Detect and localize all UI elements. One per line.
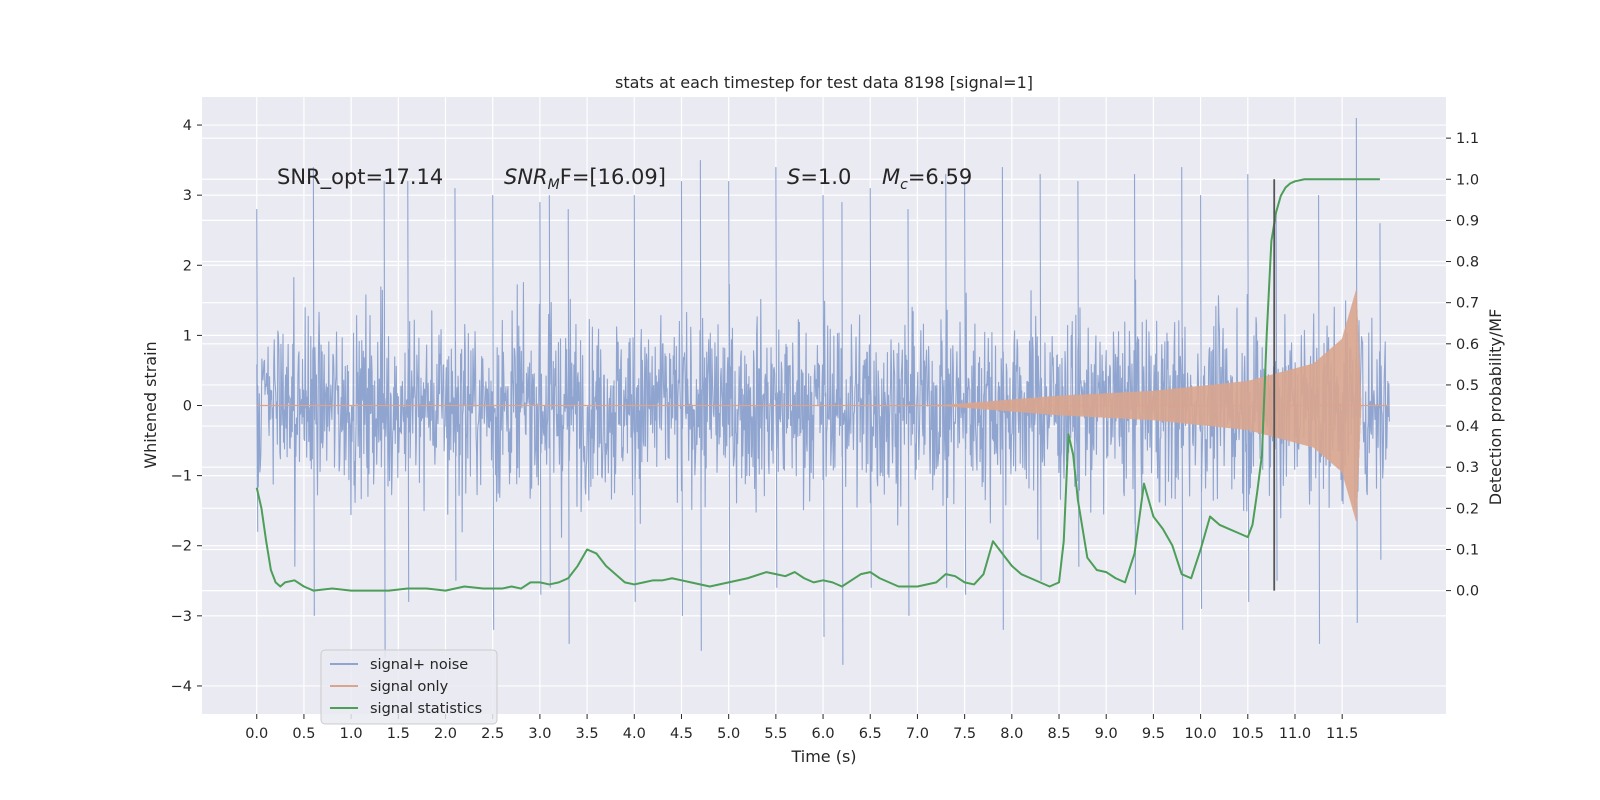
x-axis-label: Time (s) [790, 747, 856, 766]
y-tick-label: 1 [183, 328, 192, 344]
y-right-tick-label: 0.6 [1456, 337, 1479, 353]
x-tick-label: 5.0 [717, 726, 740, 742]
y-right-axis-label: Detection probability/MF [1486, 309, 1505, 506]
y-right-tick-label: 0.3 [1456, 460, 1479, 476]
x-tick-label: 3.0 [528, 726, 551, 742]
signal-only-line [936, 290, 1362, 522]
x-tick-label: 8.5 [1047, 726, 1070, 742]
x-tick-label: 7.5 [953, 726, 976, 742]
x-tick-label: 11.5 [1326, 726, 1358, 742]
signal-statistics-line [255, 178, 1380, 592]
x-tick-label: 4.5 [670, 726, 693, 742]
x-tick-label: 2.0 [434, 726, 457, 742]
y-right-tick-label: 0.2 [1456, 501, 1479, 517]
y-right-tick-label: 1.0 [1456, 172, 1479, 188]
x-tick-label: 8.0 [1000, 726, 1023, 742]
annotation-mc-symbol: M [882, 165, 900, 189]
x-tick-label: 0.5 [292, 726, 315, 742]
y-tick-label: −3 [171, 609, 192, 625]
y-tick-label: 3 [183, 188, 192, 204]
x-tick-label: 6.0 [812, 726, 835, 742]
annotation-snr-mf-subscript: M [548, 177, 560, 193]
annotation-mc: Mc=6.59 [882, 165, 972, 193]
annotation-mc-subscript: c [900, 177, 908, 193]
legend-box [320, 649, 498, 725]
annotation-snr-opt: SNR_opt=17.14 [277, 165, 443, 190]
annotation-s-value: =1.0 [800, 165, 851, 189]
legend-label-signal-plus-noise: signal+ noise [370, 657, 468, 673]
x-tick-label: 1.0 [340, 726, 363, 742]
x-tick-label: 10.5 [1232, 726, 1264, 742]
y-right-tick-label: 0.7 [1456, 296, 1479, 312]
x-tick-label: 6.5 [859, 726, 882, 742]
y-tick-label: 2 [183, 258, 192, 274]
y-axis-ticks: 4 3 2 1 0 −1 −2 −3 −4 [171, 118, 202, 695]
y-right-tick-label: 0.1 [1456, 542, 1479, 558]
y-tick-label: −4 [171, 679, 192, 695]
x-tick-label: 4.0 [623, 726, 646, 742]
y-right-tick-label: 0.8 [1456, 255, 1479, 271]
y-right-tick-label: 1.1 [1456, 131, 1479, 147]
y-tick-label: 0 [183, 399, 192, 415]
legend-label-signal-only: signal only [370, 679, 449, 695]
y-right-tick-label: 0.9 [1456, 213, 1479, 229]
series-signal-statistics [255, 178, 1380, 592]
legend: signal+ noise signal only signal statist… [320, 649, 498, 725]
series-signal-only [256, 290, 1390, 522]
y-tick-label: −2 [171, 539, 192, 555]
y-tick-label: −1 [171, 469, 192, 485]
annotation-snr-mf-value: F=[16.09] [560, 165, 666, 189]
x-tick-label: 9.5 [1142, 726, 1165, 742]
x-tick-label: 2.5 [481, 726, 504, 742]
y-tick-label: 4 [183, 118, 192, 134]
x-tick-label: 5.5 [764, 726, 787, 742]
annotation-snr-mf: SNRMF=[16.09] [504, 165, 666, 193]
legend-label-signal-statistics: signal statistics [370, 701, 482, 717]
x-tick-label: 10.0 [1184, 726, 1216, 742]
y-right-tick-label: 0.0 [1456, 584, 1479, 600]
annotation-snr-mf-symbol: SNR [504, 165, 548, 189]
annotation-s-symbol: S [787, 165, 800, 189]
annotation-mc-value: =6.59 [908, 165, 972, 189]
x-axis-ticks: 0.0 0.5 1.0 1.5 2.0 2.5 3.0 3.5 4.0 4.5 5.0 5.5 6.0 6… [245, 714, 1358, 742]
x-tick-label: 11.0 [1279, 726, 1311, 742]
x-tick-label: 1.5 [387, 726, 410, 742]
y-right-tick-label: 0.4 [1456, 419, 1479, 435]
y-right-tick-label: 0.5 [1456, 378, 1479, 394]
x-tick-label: 7.0 [906, 726, 929, 742]
x-tick-label: 9.0 [1095, 726, 1118, 742]
y-right-axis-ticks: 1.1 1.0 0.9 0.8 0.7 0.6 0.5 0.4 0.3 0.2 0.1 0.0 [1446, 131, 1479, 600]
annotation-s: S=1.0 [787, 165, 851, 189]
chart-title: stats at each timestep for test data 819… [615, 73, 1033, 92]
y-axis-label: Whitened strain [141, 341, 160, 468]
x-tick-label: 3.5 [576, 726, 599, 742]
x-tick-label: 0.0 [245, 726, 268, 742]
